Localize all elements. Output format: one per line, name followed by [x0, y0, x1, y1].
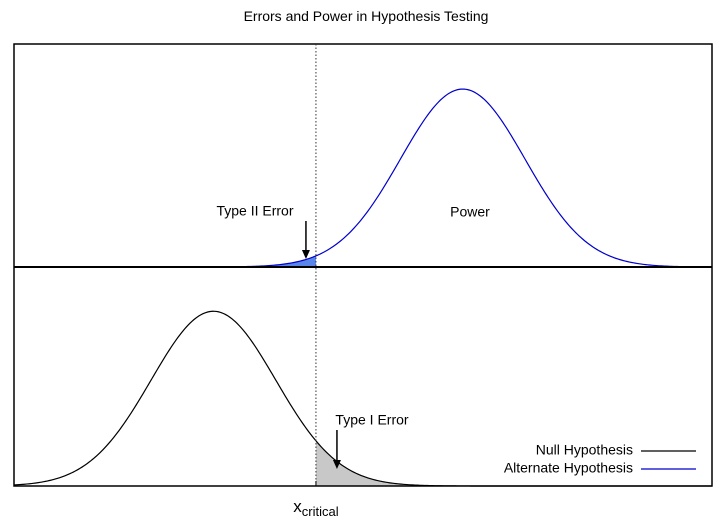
region-arrow-head [301, 250, 310, 259]
plot-frame [13, 43, 713, 487]
density-curve [14, 88, 713, 268]
region-label: Type II Error [216, 203, 293, 219]
legend-label: Null Hypothesis [536, 442, 633, 458]
region-arrow-head [332, 460, 341, 469]
chart-title: Errors and Power in Hypothesis Testing [244, 8, 489, 24]
annotation: Power [450, 204, 490, 220]
legend-label: Alternate Hypothesis [504, 460, 633, 476]
critical-label-subscript: critical [302, 504, 339, 519]
error-region [315, 440, 712, 486]
critical-label: xcritical [293, 497, 338, 519]
region-label: Type I Error [335, 412, 408, 428]
critical-label-main: x [293, 497, 302, 516]
error-region [14, 255, 316, 267]
